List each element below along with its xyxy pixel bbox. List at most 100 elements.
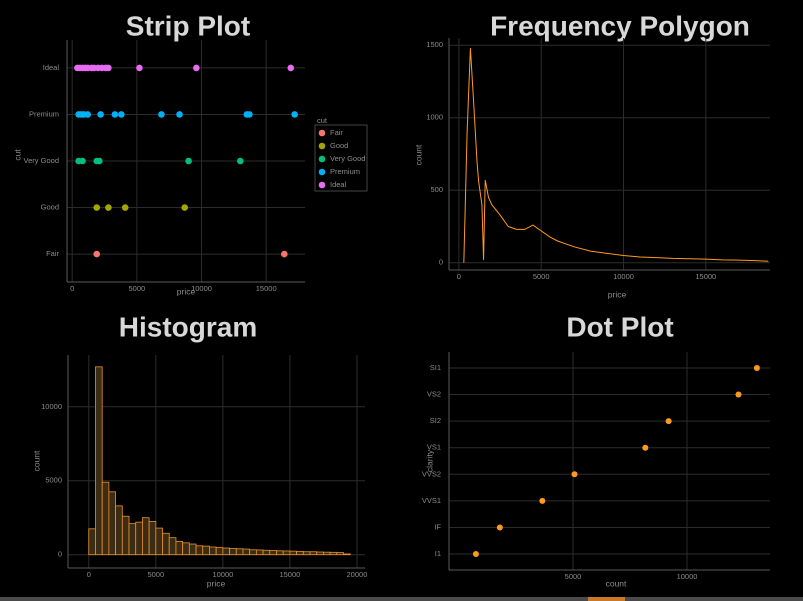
- strip-point: [158, 111, 165, 118]
- histogram-bar: [121, 515, 130, 556]
- histogram-bar: [296, 551, 304, 556]
- y-axis-label: cut: [12, 149, 22, 161]
- y-tick-label: Fair: [46, 249, 59, 258]
- x-tick-label: 0: [457, 272, 461, 281]
- x-tick-label: 10000: [613, 272, 634, 281]
- bottom-bar-accent: [588, 597, 625, 601]
- y-tick-label: 500: [430, 185, 443, 194]
- legend-label: Premium: [330, 167, 360, 176]
- histogram-bar: [95, 366, 103, 556]
- histogram-bar: [209, 546, 217, 556]
- y-axis-label: clarity: [424, 449, 434, 472]
- histogram-bar: [282, 550, 291, 556]
- strip-point: [118, 111, 125, 118]
- strip-point: [281, 250, 288, 258]
- histogram-bar: [108, 491, 117, 556]
- x-tick-label: 0: [70, 284, 74, 293]
- histogram-bar: [235, 548, 244, 556]
- legend-swatch: [318, 129, 326, 137]
- histogram-bar: [135, 521, 143, 556]
- histogram-bar: [115, 505, 123, 556]
- histogram-bar: [269, 550, 277, 556]
- histogram-bar: [202, 545, 210, 556]
- histogram-bar: [316, 551, 324, 556]
- x-axis-label: price: [207, 578, 226, 588]
- legend-swatch: [318, 168, 326, 176]
- y-tick-label: 0: [439, 258, 443, 267]
- strip-point: [84, 111, 91, 118]
- histogram-bar: [168, 537, 177, 556]
- x-tick-label: 0: [87, 570, 91, 579]
- strip-point: [96, 157, 103, 165]
- histogram-bar: [336, 552, 344, 556]
- y-tick-label: 5000: [45, 476, 62, 485]
- histogram-bar: [175, 540, 184, 556]
- x-tick-label: 10000: [191, 284, 212, 293]
- strip-point: [105, 204, 112, 211]
- legend-swatch: [318, 142, 326, 150]
- legend-box: [314, 124, 368, 192]
- chart-title: Dot Plot: [566, 311, 673, 342]
- histogram-bar: [188, 543, 197, 556]
- strip-point: [291, 111, 298, 118]
- strip-point: [93, 250, 101, 258]
- y-tick-label: Very Good: [24, 156, 59, 165]
- histogram-bar: [128, 523, 137, 556]
- histogram-bar: [88, 528, 96, 556]
- histogram-bar: [229, 548, 237, 556]
- histogram-bar: [343, 553, 351, 556]
- histogram-bar: [249, 549, 257, 556]
- strip-point: [185, 157, 192, 165]
- y-tick-label: 1000: [426, 113, 443, 122]
- histogram-bar: [142, 517, 150, 556]
- legend-label: Ideal: [330, 180, 347, 189]
- strip-point: [181, 204, 189, 211]
- chart-title: Histogram: [119, 311, 257, 342]
- legend-swatch: [318, 155, 326, 163]
- histogram-bar: [215, 547, 224, 556]
- histogram-bar: [302, 551, 311, 556]
- y-tick-label: 1500: [426, 40, 443, 49]
- histogram-bar: [255, 549, 264, 556]
- strip-point: [136, 64, 143, 72]
- y-tick-label: I1: [435, 549, 441, 558]
- y-tick-label: VVS2: [422, 469, 441, 478]
- histogram-bar: [329, 551, 338, 556]
- y-tick-label: SI2: [430, 416, 441, 425]
- x-tick-label: 10000: [212, 570, 233, 579]
- histogram-bar: [101, 481, 110, 556]
- dot: [539, 497, 546, 504]
- x-tick-label: 5000: [565, 572, 582, 581]
- strip-point: [111, 111, 119, 118]
- histogram-bar: [309, 551, 318, 556]
- histogram-bar: [262, 549, 271, 556]
- dot: [753, 364, 760, 371]
- histogram-bar: [222, 547, 230, 556]
- x-axis-label: count: [606, 578, 627, 588]
- dot: [571, 471, 578, 478]
- y-tick-label: 0: [58, 550, 62, 559]
- x-tick-label: 15000: [256, 284, 277, 293]
- histogram-bar: [242, 548, 251, 556]
- legend-label: Fair: [330, 128, 343, 137]
- y-tick-label: Premium: [29, 109, 59, 118]
- x-axis-label: price: [608, 289, 627, 299]
- histogram-bar: [289, 550, 298, 556]
- y-tick-label: Good: [41, 203, 59, 212]
- bottom-bar: [0, 597, 803, 601]
- x-tick-label: 5000: [129, 284, 146, 293]
- strip-point: [193, 64, 200, 72]
- dot: [496, 524, 503, 531]
- histogram-bar: [148, 521, 157, 556]
- dot: [472, 551, 479, 558]
- strip-point: [176, 111, 183, 118]
- x-tick-label: 20000: [347, 570, 368, 579]
- strip-point: [97, 111, 104, 118]
- y-tick-label: VS2: [427, 390, 441, 399]
- y-tick-label: Ideal: [43, 63, 60, 72]
- x-tick-label: 15000: [695, 272, 716, 281]
- chart-title: Strip Plot: [126, 10, 250, 41]
- dot: [642, 444, 649, 451]
- legend-swatch: [318, 181, 326, 189]
